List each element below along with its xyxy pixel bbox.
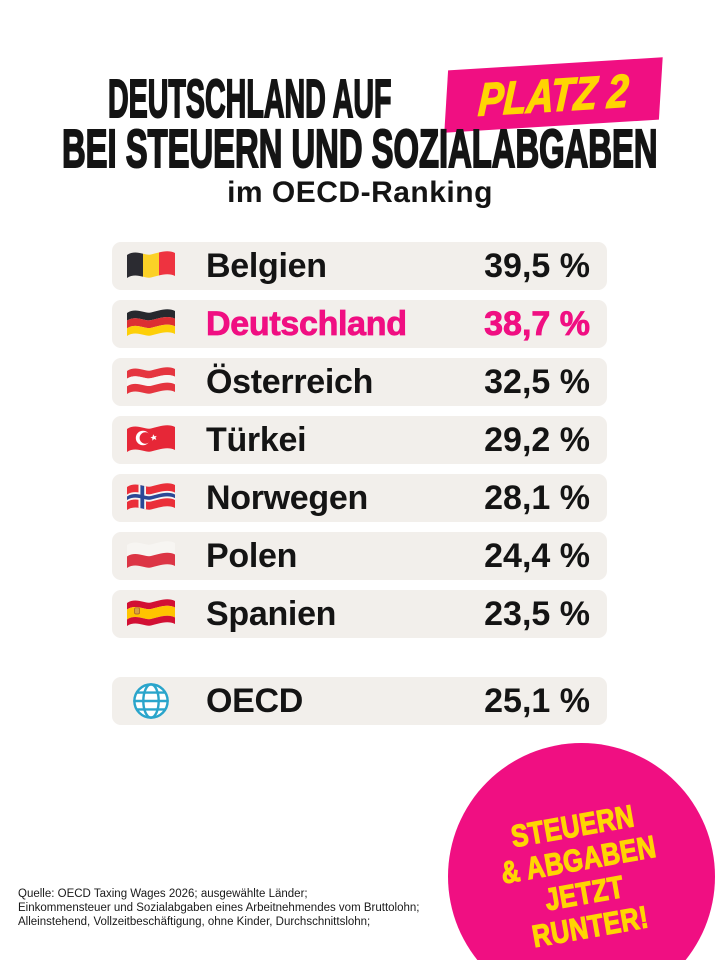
value-label: 24,4 % <box>484 536 590 575</box>
sticker-circle: STEUERN & ABGABEN JETZT RUNTER! <box>448 743 715 960</box>
ranking-row-belgium: Belgien 39,5 % <box>112 242 607 290</box>
sticker-text: STEUERN & ABGABEN JETZT RUNTER! <box>476 793 688 960</box>
ranking-row-turkey: Türkei 29,2 % <box>112 416 607 464</box>
value-label: 28,1 % <box>484 478 590 517</box>
country-label: Deutschland <box>206 304 408 343</box>
country-label: Österreich <box>206 362 374 401</box>
subtitle: im OECD-Ranking <box>227 176 493 209</box>
value-label: 38,7 % <box>484 304 591 343</box>
value-label: 32,5 % <box>484 362 590 401</box>
country-label: Türkei <box>206 420 307 459</box>
title-line1: DEUTSCHLAND AUF <box>107 69 392 129</box>
globe-icon <box>125 682 177 720</box>
norway-flag-icon <box>125 479 177 517</box>
value-label: 23,5 % <box>484 594 590 633</box>
source-line: Einkommensteuer und Sozialabgaben eines … <box>18 901 420 914</box>
country-label: Spanien <box>206 594 337 633</box>
ranking-row-spain: Spanien 23,5 % <box>112 590 607 638</box>
country-label: Belgien <box>206 246 327 285</box>
value-label: 29,2 % <box>484 420 590 459</box>
country-label: Polen <box>206 536 298 575</box>
ranking-row-norway: Norwegen 28,1 % <box>112 474 607 522</box>
turkey-flag-icon <box>125 421 177 459</box>
country-label: OECD <box>206 681 304 720</box>
ranking-list: Belgien 39,5 % Deutschland 38,7 % Österreich… <box>112 242 607 735</box>
source-note: Quelle: OECD Taxing Wages 2026; ausgewäh… <box>18 888 419 930</box>
title-line2: BEI STEUERN UND SOZIALABGABEN <box>61 119 658 179</box>
country-label: Norwegen <box>206 478 368 517</box>
source-line: Alleinstehend, Vollzeitbeschäftigung, oh… <box>18 915 371 928</box>
spain-flag-icon <box>125 595 177 633</box>
ranking-row-austria: Österreich 32,5 % <box>112 358 607 406</box>
austria-flag-icon <box>125 363 177 401</box>
source-line: Quelle: OECD Taxing Wages 2026; ausgewäh… <box>18 888 308 900</box>
germany-flag-icon <box>125 305 177 343</box>
value-label: 25,1 % <box>484 681 590 720</box>
ranking-row-poland: Polen 24,4 % <box>112 532 607 580</box>
belgium-flag-icon <box>125 247 177 285</box>
poland-flag-icon <box>125 537 177 575</box>
value-label: 39,5 % <box>484 246 590 285</box>
ranking-row-germany: Deutschland 38,7 % <box>112 300 607 348</box>
ranking-row-globe: OECD 25,1 % <box>112 677 607 725</box>
platz-2-label: PLATZ 2 <box>476 64 631 127</box>
